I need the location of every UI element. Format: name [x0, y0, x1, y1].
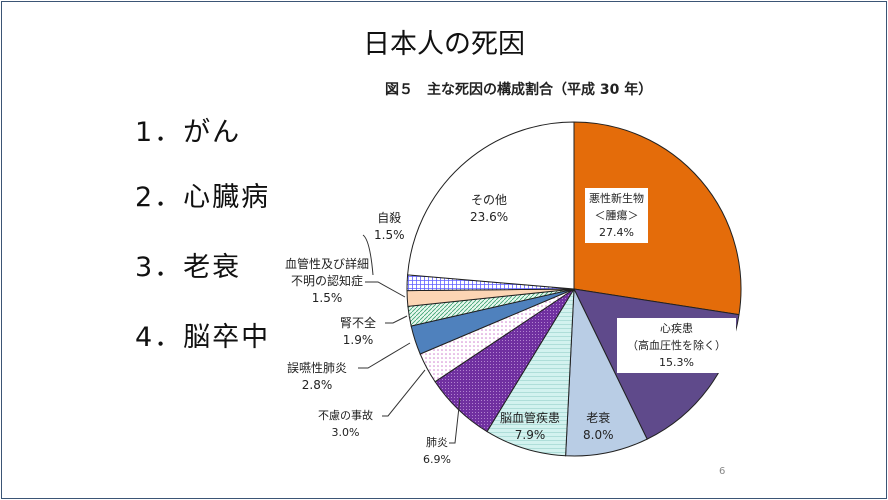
leader-lines	[358, 234, 461, 444]
label-value: 8.0%	[583, 428, 614, 442]
label-value: 3.0%	[331, 426, 360, 439]
label-senility: 老衰 8.0%	[583, 410, 614, 444]
chart-title: 図５ 主な死因の構成割合（平成 30 年）	[385, 82, 653, 98]
label-dementia: 血管性及び詳細 不明の認知症 1.5%	[285, 256, 369, 307]
label-text: 血管性及び詳細	[285, 257, 370, 271]
leader-line-pneumonia	[449, 397, 461, 444]
pie-slice	[407, 121, 575, 290]
label-value: 1.5%	[374, 228, 405, 242]
label-aspiration: 誤嚥性肺炎 2.8%	[287, 360, 347, 394]
label-value: 15.3%	[659, 356, 694, 369]
label-subtext: （高血圧性を除く）	[627, 339, 726, 352]
label-text: 誤嚥性肺炎	[287, 361, 348, 375]
label-text: 肺炎	[425, 436, 448, 449]
label-text: 悪性新生物	[589, 192, 644, 205]
leader-line-kidney	[385, 315, 408, 324]
leader-line-suicide	[362, 234, 374, 276]
label-subtext: ＜腫瘍＞	[594, 209, 639, 222]
label-pneumonia: 肺炎 6.9%	[423, 434, 451, 468]
leader-line-dementia	[365, 281, 406, 298]
label-text: 心疾患	[660, 322, 693, 335]
label-cancer: 悪性新生物 ＜腫瘍＞ 27.4%	[585, 188, 648, 243]
label-heart: 心疾患 （高血圧性を除く） 15.3%	[617, 318, 736, 373]
list-item: 2．心臓病	[135, 182, 271, 213]
label-value: 23.6%	[470, 210, 509, 224]
label-kidney: 腎不全 1.9%	[340, 315, 376, 349]
page-number: 6	[719, 466, 726, 477]
list-item: 4．脳卒中	[135, 322, 271, 353]
label-value: 1.5%	[311, 291, 343, 305]
label-value: 27.4%	[599, 226, 634, 239]
label-text: 脳血管疾患	[500, 411, 561, 425]
label-text: 腎不全	[340, 316, 377, 330]
label-value: 7.9%	[514, 428, 546, 442]
label-other: その他 23.6%	[470, 192, 508, 226]
label-value: 6.9%	[423, 453, 451, 466]
label-accident: 不慮の事故 3.0%	[318, 407, 373, 441]
list-item: 1．がん	[135, 117, 242, 148]
leader-line-accident	[382, 369, 426, 417]
label-text: 不慮の事故	[318, 409, 373, 422]
label-text: 自殺	[377, 211, 402, 225]
pie-slice	[573, 121, 742, 316]
slide-title: 日本人の死因	[363, 29, 525, 60]
label-text: その他	[471, 193, 508, 207]
label-text: 老衰	[586, 411, 611, 425]
label-value: 1.9%	[342, 333, 374, 347]
label-stroke: 脳血管疾患 7.9%	[500, 410, 560, 444]
list-item: 3．老衰	[135, 252, 242, 283]
label-value: 2.8%	[301, 378, 333, 392]
label-suicide: 自殺 1.5%	[374, 210, 405, 244]
leader-line-aspiration	[358, 342, 411, 369]
label-text: 不明の認知症	[291, 274, 364, 288]
